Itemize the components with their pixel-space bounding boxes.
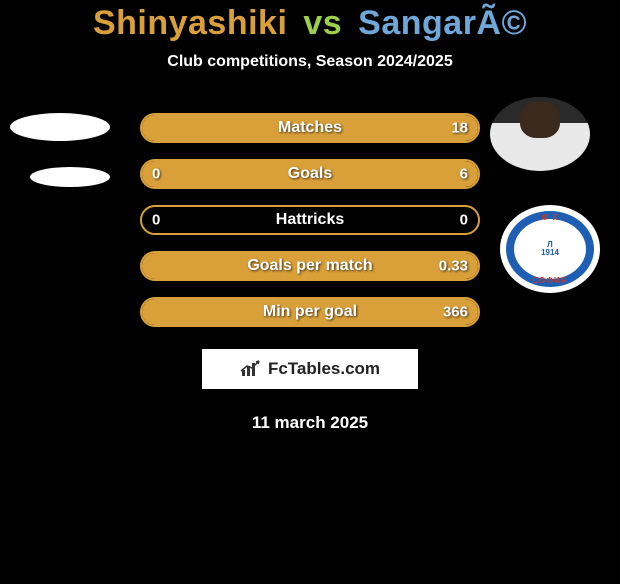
stat-label: Matches [278, 119, 342, 137]
stat-bar: 0 6 Goals [140, 159, 480, 189]
stat-value-right: 6 [460, 166, 468, 183]
stat-bar: 366 Min per goal [140, 297, 480, 327]
bar-chart-icon [240, 360, 262, 378]
stat-label: Min per goal [263, 303, 357, 321]
player1-avatar [10, 113, 110, 141]
stat-value-right: 0 [460, 212, 468, 229]
stat-label: Goals per match [247, 257, 372, 275]
stat-bar: 0.33 Goals per match [140, 251, 480, 281]
comparison-title: Shinyashiki vs SangarÃ© [0, 4, 620, 43]
source-logo: FcTables.com [202, 349, 418, 389]
player2-avatar [490, 97, 590, 171]
badge-bottom-text: СОФИЯ [532, 276, 567, 285]
player1-name: Shinyashiki [93, 4, 287, 42]
stat-value-right: 0.33 [439, 258, 468, 275]
source-logo-text: FcTables.com [268, 359, 380, 379]
player2-club-badge: Ф К Л 1914 СОФИЯ [500, 205, 600, 293]
badge-center-text: Л 1914 [541, 241, 559, 257]
vs-separator: vs [303, 4, 342, 42]
comparison-content: Ф К Л 1914 СОФИЯ 18 Matches 0 6 Goals 0 0 Hattr… [0, 113, 620, 327]
stat-bars: 18 Matches 0 6 Goals 0 0 Hattricks 0.33 Goals per… [140, 113, 480, 327]
subtitle: Club competitions, Season 2024/2025 [0, 53, 620, 71]
stat-label: Goals [288, 165, 332, 183]
stat-bar: 0 0 Hattricks [140, 205, 480, 235]
player2-name: SangarÃ© [358, 4, 527, 42]
stat-value-left: 0 [152, 166, 160, 183]
badge-top-text: Ф К [542, 213, 559, 222]
stat-bar: 18 Matches [140, 113, 480, 143]
player1-club-badge [30, 167, 110, 187]
stat-value-left: 0 [152, 212, 160, 229]
stat-value-right: 366 [443, 304, 468, 321]
stat-label: Hattricks [276, 211, 344, 229]
footer-date: 11 march 2025 [0, 413, 620, 433]
stat-value-right: 18 [451, 120, 468, 137]
